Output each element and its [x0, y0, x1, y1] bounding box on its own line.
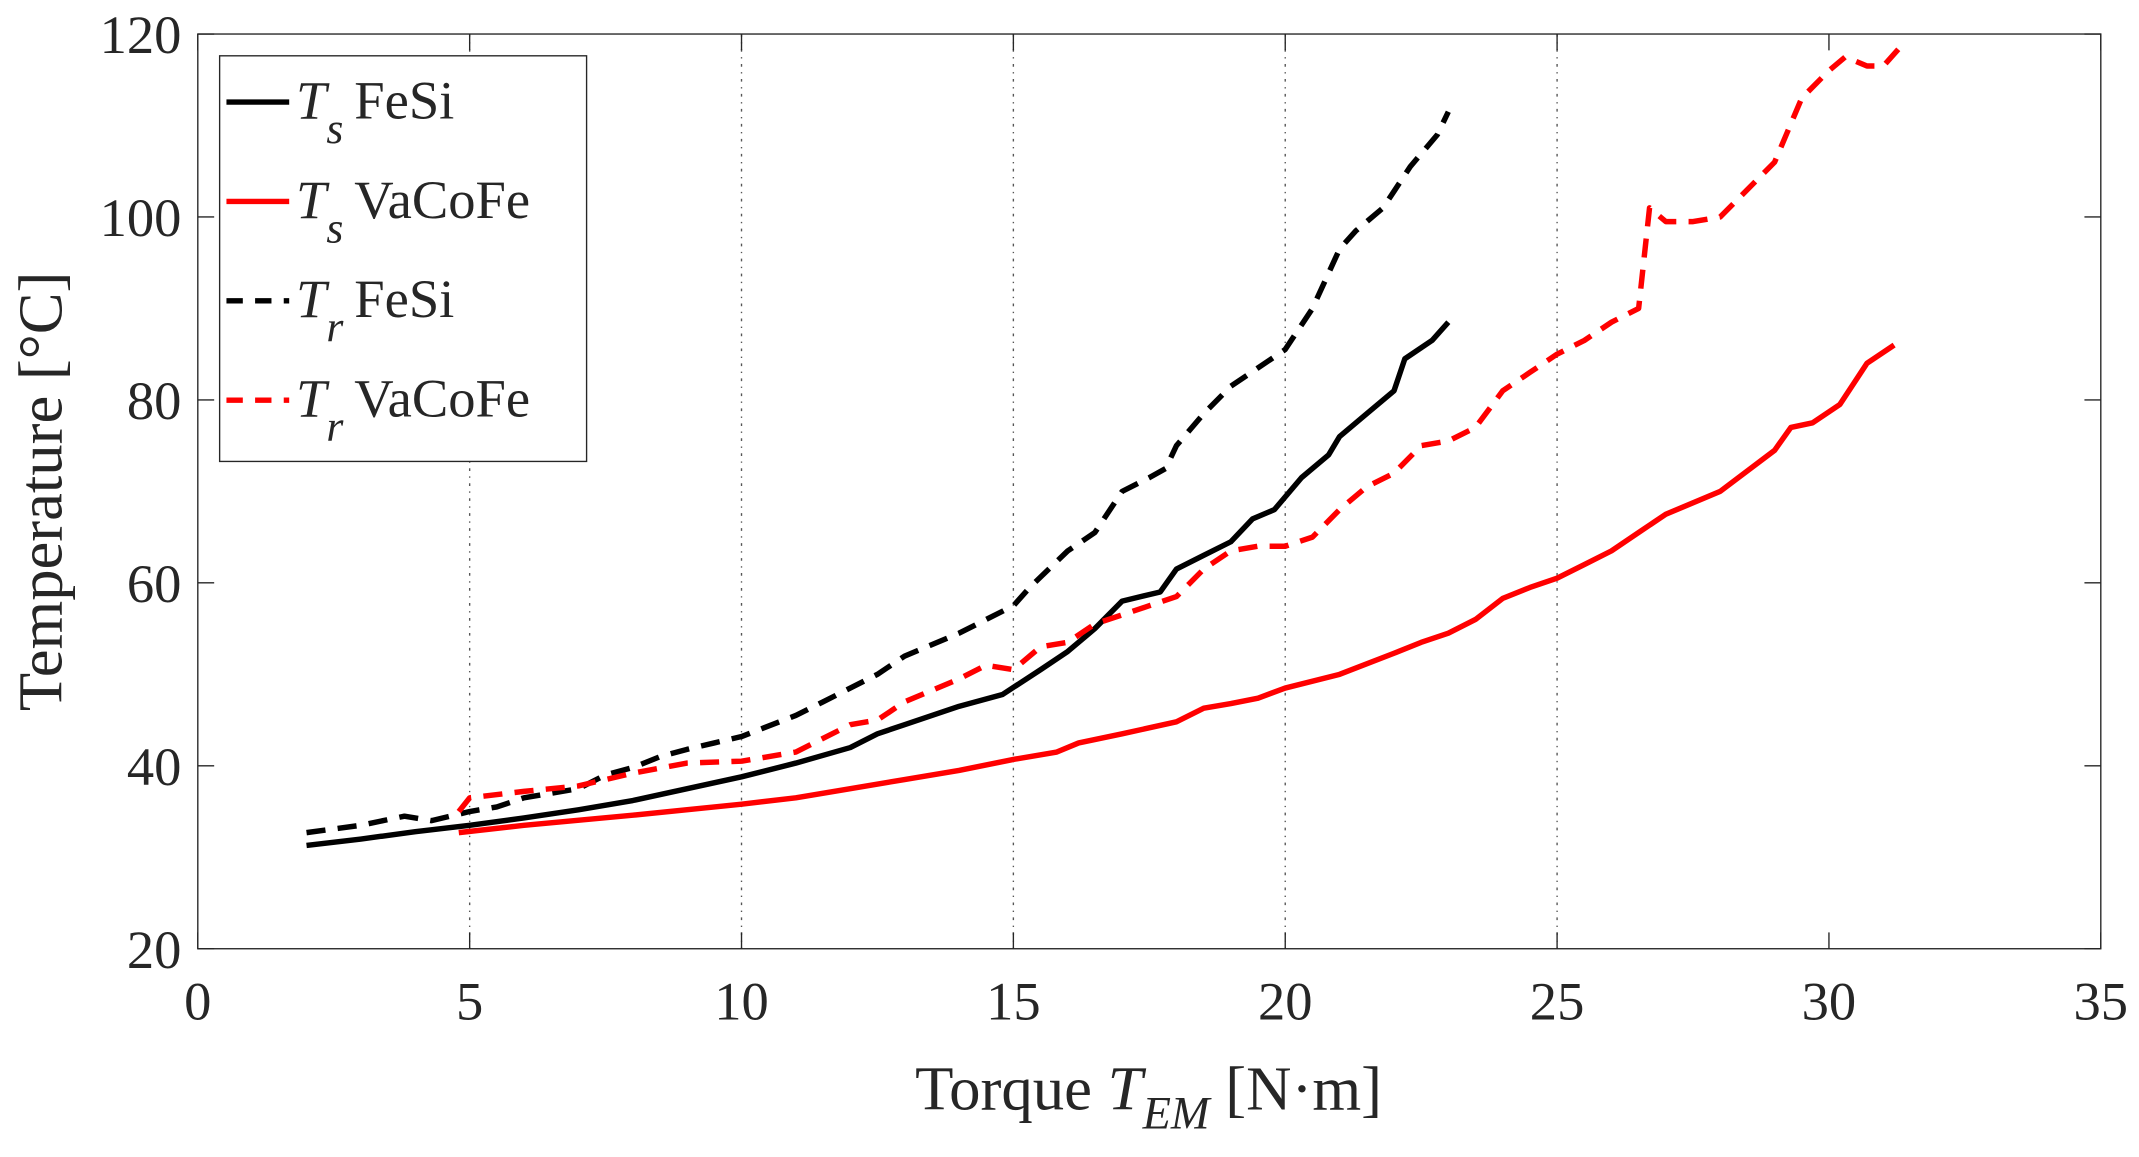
plot-area-frame: [197, 33, 2102, 950]
x-tick-label: 25: [1530, 971, 1585, 1032]
x-tick-label: 5: [456, 971, 483, 1032]
x-tick-label: 20: [1258, 971, 1313, 1032]
axis-ticks: 0 5 10 15 20 25 30 35 20 40 60 80 100 120: [100, 4, 2128, 1031]
y-tick-label: 100: [100, 187, 182, 248]
grid-lines: [468, 34, 1558, 949]
series-line-tr-vacofe: [456, 45, 1902, 814]
y-tick-label: 60: [127, 553, 182, 614]
legend-box: [218, 55, 588, 463]
x-tick-label: 10: [714, 971, 769, 1032]
x-tick-label: 15: [986, 971, 1041, 1032]
legend-label: Ts FeSi: [296, 69, 454, 152]
legend-label: Ts VaCoFe: [296, 169, 530, 252]
legend-label: Tr FeSi: [296, 268, 454, 351]
series-line-tr-fesi: [306, 110, 1451, 836]
series-lines: [306, 45, 1902, 849]
x-axis-label: Torque TEM [N·m]: [915, 1053, 1382, 1139]
y-axis-label: Temperature [°C]: [5, 272, 75, 712]
series-line-ts-vacofe: [458, 342, 1896, 836]
legend: Ts FeSi Ts VaCoFe Tr FeSi Tr VaCoFe: [218, 55, 588, 463]
y-tick-label: 120: [100, 4, 182, 65]
series-line-ts-fesi: [306, 320, 1451, 849]
y-tick-label: 20: [127, 919, 182, 980]
x-tick-label: 0: [184, 971, 211, 1032]
x-tick-label: 30: [1802, 971, 1857, 1032]
x-tick-label: 35: [2074, 971, 2129, 1032]
y-tick-label: 40: [127, 736, 182, 797]
y-tick-label: 80: [127, 370, 182, 431]
legend-label: Tr VaCoFe: [296, 368, 530, 451]
